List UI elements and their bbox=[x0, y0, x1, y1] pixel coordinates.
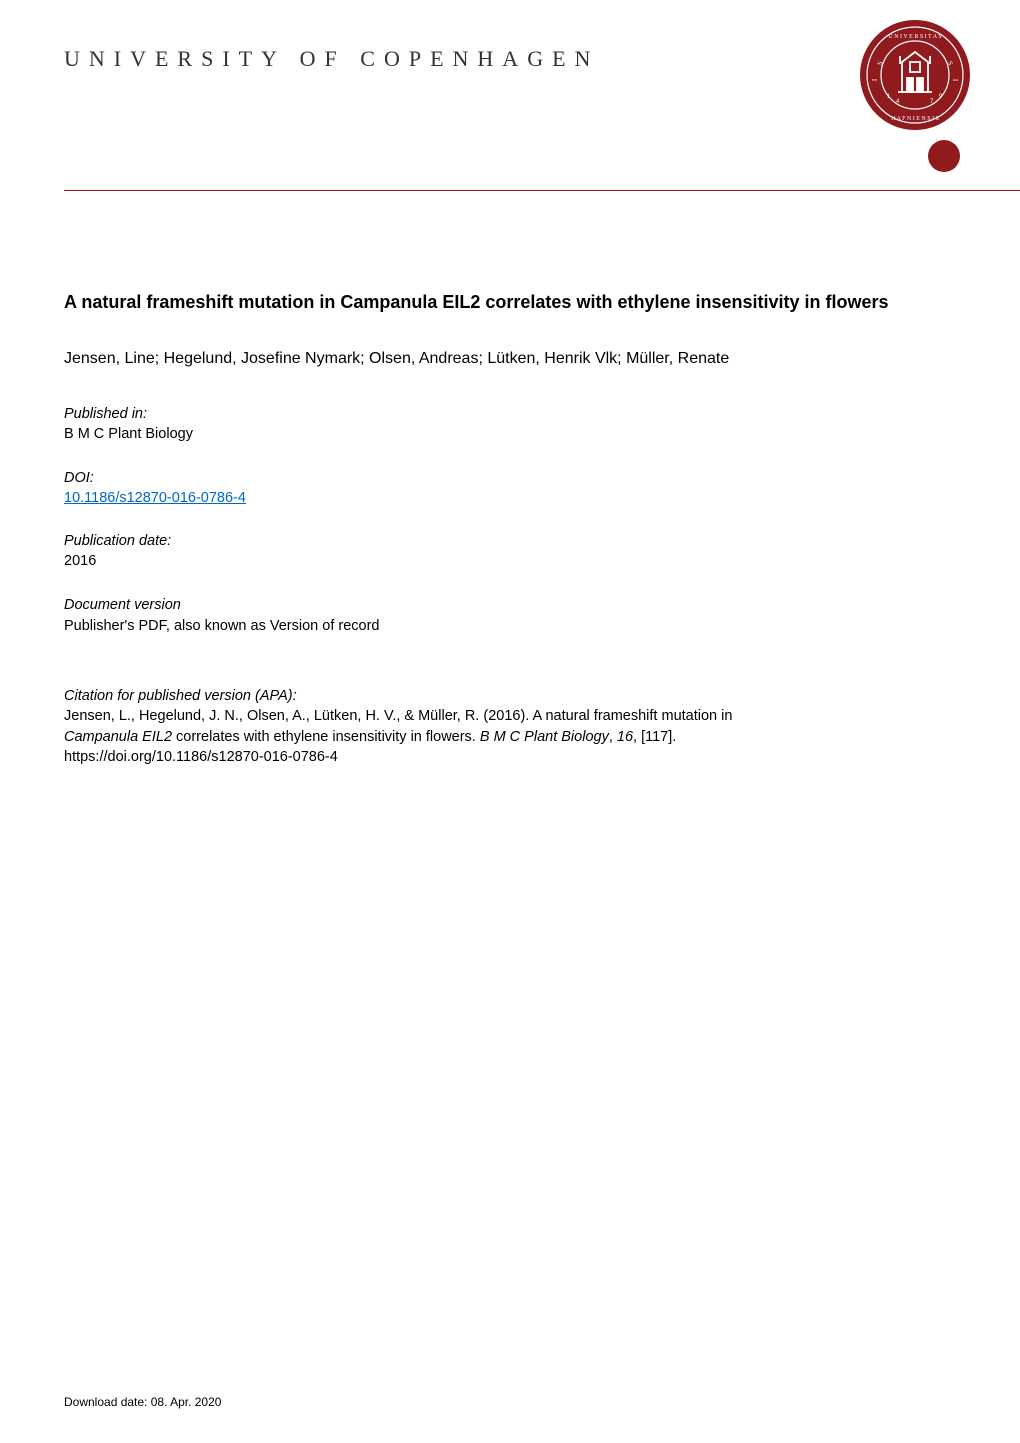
page: UNIVERSITY OF COPENHAGEN U N I V E R S I… bbox=[0, 0, 1020, 1443]
red-dot-icon bbox=[928, 140, 960, 172]
doi-block: DOI: 10.1186/s12870-016-0786-4 bbox=[64, 468, 956, 506]
published-in-label: Published in: bbox=[64, 404, 956, 424]
citation-ital-1: Campanula EIL2 bbox=[64, 729, 172, 745]
citation-ital-2: B M C Plant Biology bbox=[480, 729, 609, 745]
document-version-label: Document version bbox=[64, 595, 956, 615]
university-seal-icon: U N I V E R S I T A S S S I I H A F N I … bbox=[860, 20, 970, 130]
citation-ital-3: 16 bbox=[617, 729, 633, 745]
citation-label: Citation for published version (APA): bbox=[64, 686, 956, 706]
header: UNIVERSITY OF COPENHAGEN U N I V E R S I… bbox=[0, 0, 1020, 200]
doi-link[interactable]: 10.1186/s12870-016-0786-4 bbox=[64, 490, 246, 506]
document-version-value: Publisher's PDF, also known as Version o… bbox=[64, 616, 956, 636]
logo-area: U N I V E R S I T A S S S I I H A F N I … bbox=[860, 20, 970, 135]
download-date: Download date: 08. Apr. 2020 bbox=[64, 1395, 221, 1409]
paper-title: A natural frameshift mutation in Campanu… bbox=[64, 290, 956, 314]
citation-text: Jensen, L., Hegelund, J. N., Olsen, A., … bbox=[64, 706, 956, 767]
citation-line1: Jensen, L., Hegelund, J. N., Olsen, A., … bbox=[64, 708, 732, 724]
citation-plain-3: , [117]. bbox=[633, 729, 676, 745]
svg-text:H A F N I E N S I S: H A F N I E N S I S bbox=[891, 116, 939, 122]
citation-block: Citation for published version (APA): Je… bbox=[64, 686, 956, 767]
svg-text:U N I V E R S I T A S: U N I V E R S I T A S bbox=[888, 34, 941, 40]
citation-plain-2: , bbox=[609, 729, 617, 745]
authors-line: Jensen, Line; Hegelund, Josefine Nymark;… bbox=[64, 348, 956, 370]
published-in-block: Published in: B M C Plant Biology bbox=[64, 404, 956, 445]
university-name: UNIVERSITY OF COPENHAGEN bbox=[64, 46, 599, 72]
content: A natural frameshift mutation in Campanu… bbox=[0, 200, 1020, 767]
publication-date-label: Publication date: bbox=[64, 531, 956, 551]
citation-doi-link[interactable]: https://doi.org/10.1186/s12870-016-0786-… bbox=[64, 749, 338, 765]
doi-label: DOI: bbox=[64, 468, 956, 488]
published-in-value: B M C Plant Biology bbox=[64, 424, 956, 444]
header-divider bbox=[64, 190, 1020, 191]
publication-date-value: 2016 bbox=[64, 551, 956, 571]
publication-date-block: Publication date: 2016 bbox=[64, 531, 956, 572]
document-version-block: Document version Publisher's PDF, also k… bbox=[64, 595, 956, 636]
citation-plain-1: correlates with ethylene insensitivity i… bbox=[172, 729, 480, 745]
